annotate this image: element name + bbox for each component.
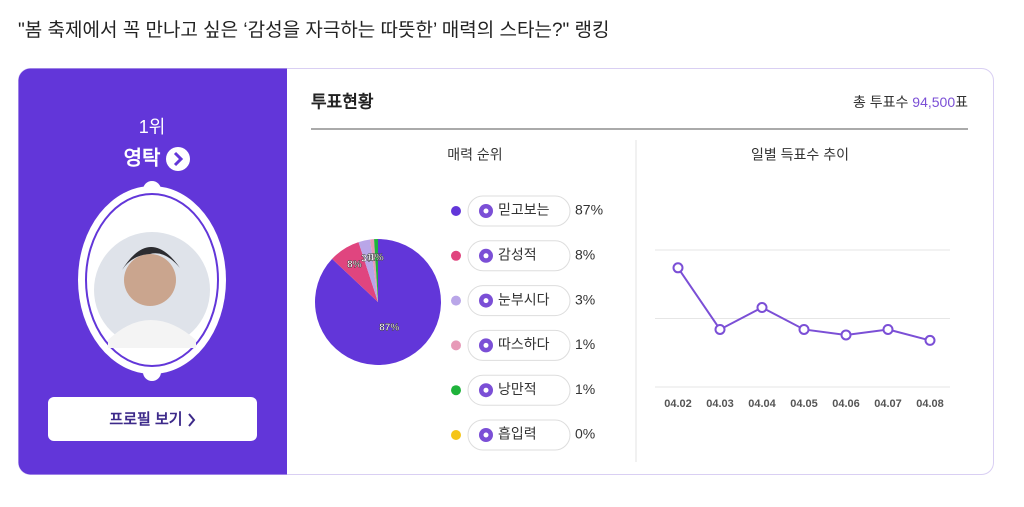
legend-dot xyxy=(451,340,461,351)
legend-icon-center xyxy=(483,253,489,259)
profile-button-label[interactable]: 프로필 보기 xyxy=(109,410,182,428)
photo-hair xyxy=(122,246,180,270)
chart-title: 매력 순위 xyxy=(447,147,502,163)
x-tick-label: 04.05 xyxy=(790,398,818,410)
pie-slice xyxy=(332,242,378,302)
slice-label: 8% xyxy=(347,259,362,270)
pie-slice xyxy=(370,239,378,302)
panel-title: 투표현황 xyxy=(311,92,374,111)
photo-shirt xyxy=(108,320,196,348)
arrow-icon xyxy=(173,151,184,167)
legend-dot xyxy=(451,206,461,216)
line-point xyxy=(714,323,726,335)
line-point xyxy=(798,323,810,335)
total-label: 총 투표수 xyxy=(853,94,909,110)
slice-label: 3% xyxy=(361,254,376,265)
total-votes: 총 투표수 94,500표 xyxy=(853,94,968,110)
legend-label: 눈부시다 xyxy=(498,291,550,307)
x-tick-label: 04.02 xyxy=(664,398,692,410)
chevron xyxy=(188,413,196,427)
legend-dot xyxy=(451,295,461,306)
winner-name[interactable]: 영탁 xyxy=(124,146,161,169)
legend-label: 감성적 xyxy=(498,247,537,263)
profile-button[interactable] xyxy=(48,397,257,441)
total-value: 94,500 xyxy=(912,94,955,110)
legend-value: 1% xyxy=(575,381,595,397)
legend-pill xyxy=(467,285,571,317)
page-title: "봄 축제에서 꼭 만나고 싶은 ‘감성을 자극하는 따뜻한’ 매력의 스타는?… xyxy=(18,19,610,41)
legend-pill xyxy=(467,195,571,227)
legend-value: 0% xyxy=(575,426,595,442)
legend-value: 3% xyxy=(575,291,595,307)
x-tick-label: 04.08 xyxy=(916,398,944,410)
line-point xyxy=(672,262,684,274)
arrow-button[interactable] xyxy=(166,147,190,171)
legend-value: 8% xyxy=(575,247,595,263)
x-tick-label: 04.03 xyxy=(706,398,734,410)
legend-icon-center xyxy=(483,342,489,348)
frame-ornament xyxy=(143,181,161,199)
line-point xyxy=(756,302,768,314)
frame-inner xyxy=(85,193,219,367)
x-tick-label: 04.06 xyxy=(832,398,860,410)
x-tick-label: 04.07 xyxy=(874,398,902,410)
legend-pill xyxy=(467,329,571,361)
slice-label: 1% xyxy=(369,253,384,264)
legend-icon-center xyxy=(483,298,489,304)
legend-label: 흡입력 xyxy=(498,426,537,442)
chart-title: 일별 득표수 추이 xyxy=(751,147,849,163)
legend-dot xyxy=(451,430,461,440)
line-point xyxy=(924,334,936,346)
legend-icon-center xyxy=(483,387,489,393)
line-point xyxy=(840,329,852,341)
slice-label: 1% xyxy=(367,253,382,264)
legend-label: 낭만적 xyxy=(498,381,537,397)
photo-face xyxy=(124,254,176,306)
legend-icon-center xyxy=(483,208,489,214)
legend-icon-center xyxy=(483,432,489,438)
legend-dot xyxy=(451,385,461,396)
total-unit: 표 xyxy=(955,94,968,110)
legend-pill xyxy=(467,419,571,451)
slice-label: 87% xyxy=(379,323,399,334)
pie-slice xyxy=(358,239,378,302)
rank: 1위 xyxy=(139,117,166,137)
legend-label: 믿고보는 xyxy=(498,202,550,218)
legend-pill xyxy=(467,374,571,406)
legend-value: 87% xyxy=(575,202,603,218)
legend-dot xyxy=(451,250,461,261)
line-point xyxy=(882,323,894,335)
frame-ornament xyxy=(143,363,161,381)
x-tick-label: 04.04 xyxy=(748,398,776,410)
pie-slice xyxy=(374,239,378,302)
legend-value: 1% xyxy=(575,336,595,352)
legend-label: 따스하다 xyxy=(498,336,550,352)
legend-pill xyxy=(467,240,571,272)
